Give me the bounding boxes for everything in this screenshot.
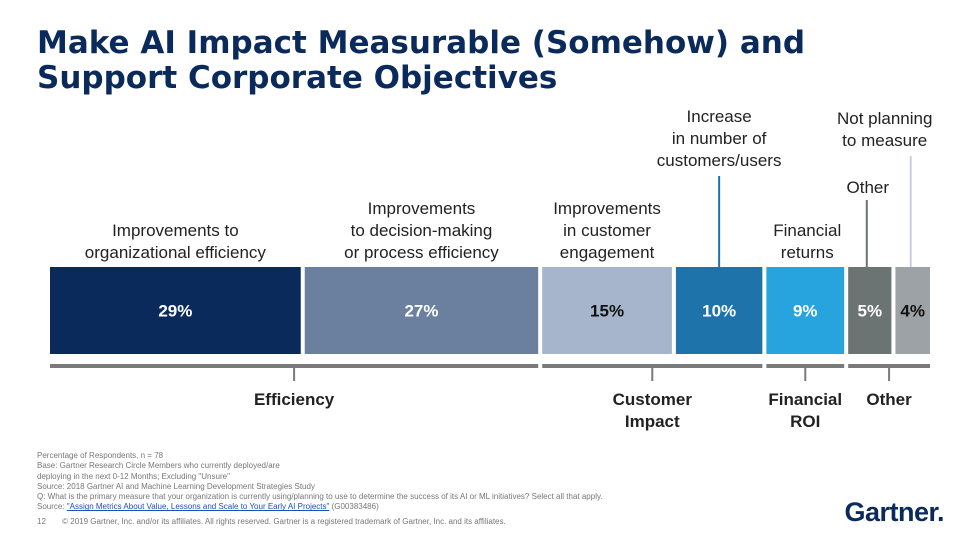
category-label: to measure [842, 131, 927, 150]
copyright-bar: 12 © 2019 Gartner, Inc. and/or its affil… [37, 517, 506, 526]
bar-segment [675, 267, 763, 354]
category-label: Improvements to [112, 221, 239, 240]
category-label: engagement [560, 243, 655, 262]
page-number: 12 [37, 517, 46, 526]
bar-segment [895, 267, 930, 354]
footnote-line: Source: 2018 Gartner AI and Machine Lear… [37, 481, 315, 491]
bar-segment [848, 267, 892, 354]
category-label: Financial [773, 221, 841, 240]
bar-value-label: 4% [900, 302, 925, 321]
footnote-line: Q: What is the primary measure that your… [37, 492, 603, 502]
bar-value-label: 5% [858, 302, 883, 321]
group-label: Impact [625, 412, 680, 431]
footnote-source: Source: "Assign Metrics About Value, Les… [37, 502, 737, 512]
footnote-line: Base: Gartner Research Circle Members wh… [37, 461, 280, 471]
group-label: Efficiency [254, 390, 335, 409]
logo-dot: . [936, 497, 945, 527]
bar-value-label: 15% [590, 302, 624, 321]
category-label: returns [781, 243, 834, 262]
bar-value-label: 27% [404, 302, 438, 321]
logo-text: Gartner [844, 497, 937, 527]
footnote-line: Percentage of Respondents, n = 78 [37, 451, 164, 460]
category-label: customers/users [657, 151, 782, 170]
group-label: Customer [613, 390, 693, 409]
source-link[interactable]: "Assign Metrics About Value, Lessons and… [66, 502, 330, 512]
bar-value-label: 10% [702, 302, 736, 321]
stacked-bar-chart: 29% 27% 15% 10% 9% 5% 4% Improvements to organiz… [50, 107, 932, 431]
bar-value-label: 9% [793, 302, 818, 321]
copyright-text: © 2019 Gartner, Inc. and/or its affiliat… [62, 517, 506, 526]
group-label: Other [866, 390, 912, 409]
category-label: organizational efficiency [85, 243, 267, 262]
slide-title-line-1: Make AI Impact Measurable (Somehow) and [37, 25, 806, 61]
slide-title-line-2: Support Corporate Objectives [37, 60, 558, 96]
slide-title: Make AI Impact Measurable (Somehow) and … [37, 26, 937, 96]
category-label: in customer [563, 221, 651, 240]
source-suffix: (G00383486) [329, 502, 379, 512]
footnotes: Percentage of Respondents, n = 78 Base: … [37, 451, 737, 513]
bar-segment [50, 267, 301, 354]
category-label: in number of [672, 129, 767, 148]
category-label: or process efficiency [344, 243, 499, 262]
category-label: to decision-making [351, 221, 493, 240]
category-label: Not planning [837, 109, 932, 128]
category-label: Increase [687, 107, 752, 126]
footnote-line: deploying in the next 0-12 Months; Exclu… [37, 471, 230, 481]
category-label: Improvements [553, 199, 661, 218]
gartner-logo: Gartner. [844, 497, 944, 528]
category-label: Other [847, 178, 890, 197]
bar-segment [304, 267, 539, 354]
category-label: Improvements [368, 199, 476, 218]
group-label: Financial [768, 390, 842, 409]
bar-segment [766, 267, 845, 354]
source-prefix: Source: [37, 502, 67, 512]
group-label: ROI [790, 412, 820, 431]
bar-value-label: 29% [158, 302, 192, 321]
bar-segment [542, 267, 672, 354]
